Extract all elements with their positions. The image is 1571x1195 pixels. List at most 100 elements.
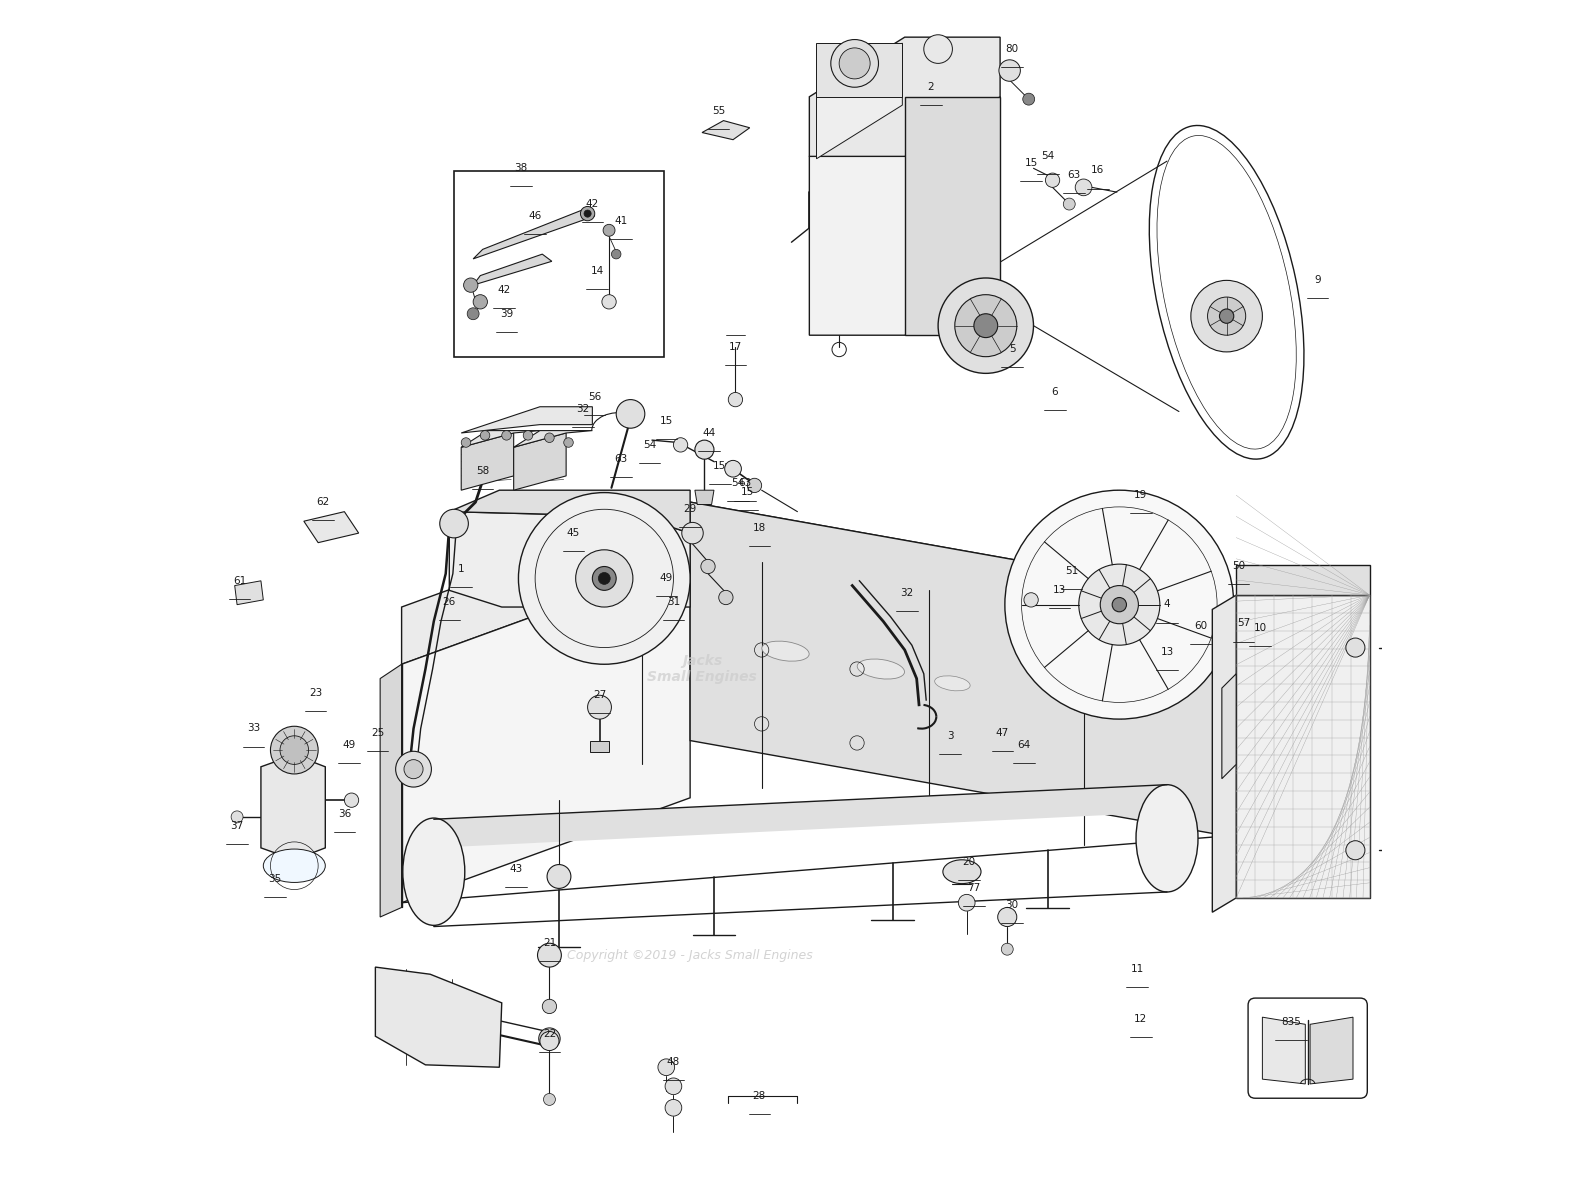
Text: 50: 50 (1232, 562, 1246, 571)
Text: 1: 1 (457, 564, 465, 574)
Text: 30: 30 (1005, 900, 1018, 909)
Text: 3: 3 (947, 730, 954, 741)
Polygon shape (1310, 1017, 1353, 1084)
Polygon shape (402, 559, 690, 902)
Circle shape (545, 433, 555, 442)
Text: 9: 9 (1313, 275, 1321, 286)
Circle shape (924, 35, 952, 63)
Circle shape (592, 566, 616, 590)
Text: 45: 45 (567, 528, 580, 538)
Polygon shape (817, 43, 902, 97)
Text: 51: 51 (1065, 566, 1078, 576)
Ellipse shape (762, 642, 809, 661)
Text: 41: 41 (614, 215, 627, 226)
Polygon shape (537, 578, 575, 599)
Text: 10: 10 (1254, 624, 1266, 633)
Text: 80: 80 (1005, 44, 1018, 54)
Text: 56: 56 (588, 392, 602, 402)
Circle shape (1023, 93, 1035, 105)
Polygon shape (473, 209, 595, 259)
Text: 28: 28 (753, 1091, 767, 1101)
Polygon shape (375, 967, 501, 1067)
Text: 63: 63 (614, 454, 627, 464)
Circle shape (462, 437, 471, 447)
Polygon shape (449, 511, 690, 607)
Polygon shape (449, 490, 690, 533)
FancyBboxPatch shape (454, 171, 665, 356)
Text: 63: 63 (738, 478, 751, 488)
Text: 35: 35 (269, 874, 281, 883)
Circle shape (542, 999, 556, 1013)
Polygon shape (234, 581, 264, 605)
Polygon shape (614, 603, 644, 642)
Polygon shape (1236, 595, 1370, 897)
Polygon shape (633, 558, 671, 578)
Text: 58: 58 (476, 466, 489, 476)
Circle shape (1191, 281, 1263, 351)
Text: 21: 21 (544, 938, 556, 948)
Circle shape (481, 430, 490, 440)
Circle shape (938, 278, 1034, 373)
Polygon shape (514, 433, 566, 490)
Text: 48: 48 (666, 1058, 680, 1067)
Circle shape (547, 864, 570, 888)
Polygon shape (809, 97, 1001, 336)
Text: 57: 57 (1236, 619, 1251, 629)
Text: 15: 15 (660, 416, 672, 425)
Polygon shape (434, 785, 1167, 848)
Text: 33: 33 (247, 723, 261, 734)
Circle shape (1075, 179, 1092, 196)
Circle shape (611, 250, 621, 259)
Polygon shape (1263, 1017, 1306, 1084)
Text: 32: 32 (577, 404, 589, 413)
Polygon shape (1213, 595, 1236, 912)
Text: 32: 32 (900, 588, 914, 598)
Text: 49: 49 (342, 740, 355, 750)
Circle shape (1024, 593, 1038, 607)
Text: 38: 38 (514, 163, 528, 173)
Text: 20: 20 (963, 857, 976, 866)
Circle shape (1404, 844, 1419, 857)
Text: 46: 46 (528, 210, 542, 221)
Circle shape (1001, 943, 1013, 955)
Text: 15: 15 (713, 461, 726, 471)
Polygon shape (817, 43, 902, 159)
Ellipse shape (264, 850, 325, 882)
Text: 42: 42 (586, 198, 599, 209)
Polygon shape (380, 664, 402, 917)
Text: 55: 55 (712, 106, 726, 116)
Polygon shape (462, 406, 592, 433)
Circle shape (1346, 841, 1365, 859)
Text: 5: 5 (1009, 344, 1015, 354)
Polygon shape (514, 430, 592, 447)
Ellipse shape (402, 819, 465, 925)
Circle shape (616, 399, 644, 428)
Text: 4: 4 (1164, 600, 1170, 609)
Circle shape (1219, 310, 1233, 324)
Text: 12: 12 (1134, 1015, 1147, 1024)
Circle shape (1208, 298, 1246, 336)
Text: 13: 13 (1161, 648, 1174, 657)
Text: 18: 18 (753, 523, 767, 533)
Polygon shape (622, 525, 658, 560)
Circle shape (682, 522, 704, 544)
Text: 13: 13 (1053, 586, 1067, 595)
Text: 37: 37 (231, 821, 244, 832)
Polygon shape (694, 490, 713, 504)
Text: 2: 2 (927, 82, 935, 92)
Circle shape (658, 1059, 674, 1076)
Text: 42: 42 (498, 284, 511, 295)
Circle shape (540, 1031, 559, 1050)
Polygon shape (402, 502, 1227, 664)
Circle shape (473, 295, 487, 310)
Circle shape (575, 550, 633, 607)
Polygon shape (1236, 565, 1370, 595)
Text: 39: 39 (500, 308, 514, 319)
Circle shape (584, 210, 591, 217)
Circle shape (523, 430, 533, 440)
Text: 54: 54 (643, 440, 657, 449)
Text: 22: 22 (544, 1029, 556, 1038)
Circle shape (602, 295, 616, 310)
Text: 11: 11 (1131, 964, 1144, 974)
Ellipse shape (943, 859, 980, 883)
